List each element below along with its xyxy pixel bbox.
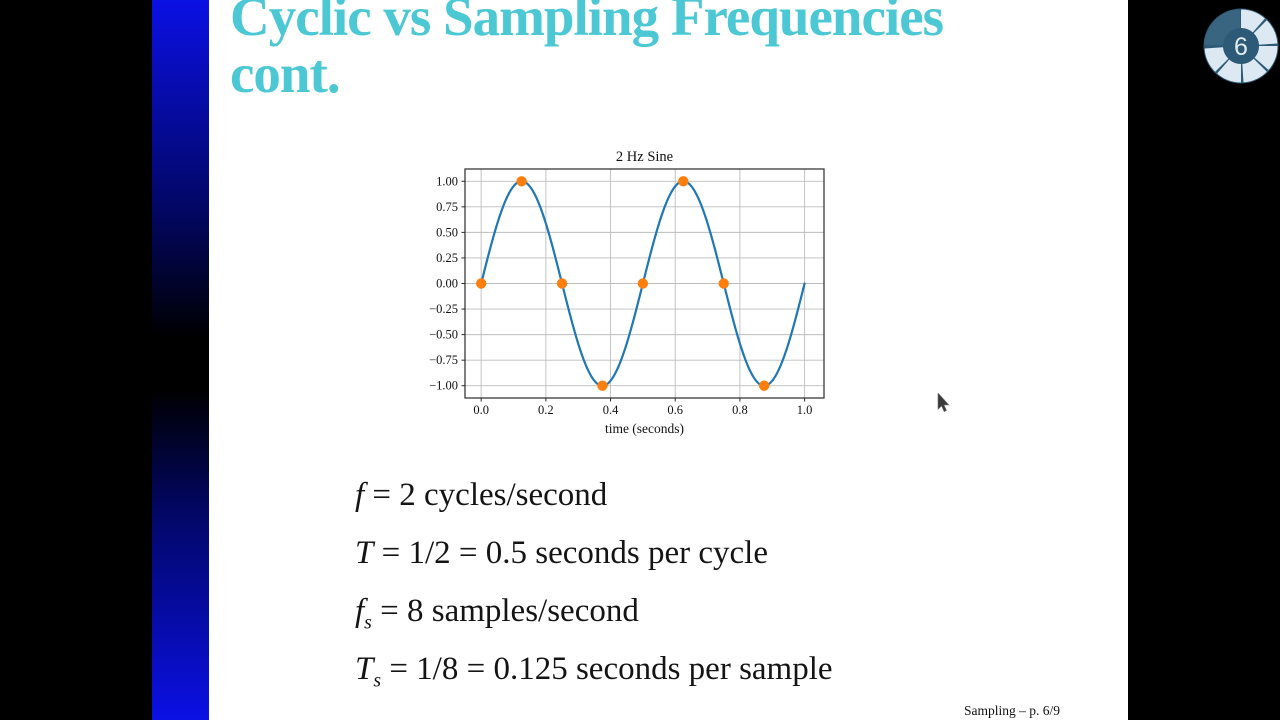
sample-point-marker xyxy=(516,176,527,187)
svg-text:time (seconds): time (seconds) xyxy=(605,421,684,436)
svg-text:0.50: 0.50 xyxy=(436,225,458,239)
svg-text:−1.00: −1.00 xyxy=(429,379,458,393)
slide-number-label: 6 xyxy=(1234,33,1248,61)
svg-text:0.6: 0.6 xyxy=(667,403,683,417)
equation-line-fs: fs = 8 samples/second xyxy=(355,588,833,646)
svg-text:0.25: 0.25 xyxy=(436,251,458,265)
equation-line-Ts: Ts = 1/8 = 0.125 seconds per sample xyxy=(355,646,833,704)
equations-block: f = 2 cycles/second T = 1/2 = 0.5 second… xyxy=(355,472,833,704)
sample-point-marker xyxy=(475,278,487,289)
svg-text:0.8: 0.8 xyxy=(732,403,748,417)
slide-title-line1: Cyclic vs Sampling Frequencies xyxy=(230,0,944,47)
mouse-cursor-icon xyxy=(937,393,950,413)
equation-subscript: s xyxy=(364,611,372,634)
sine-plot-figure: 0.0 0.2 0.4 0.6 0.8 1.0 1.00 0.75 0.50 0.25 0.00 −0… xyxy=(429,149,825,436)
sample-point-marker xyxy=(718,278,729,289)
svg-text:0.4: 0.4 xyxy=(603,403,619,417)
svg-text:1.0: 1.0 xyxy=(797,403,813,417)
sample-point-marker xyxy=(556,278,568,289)
equation-line-T: T = 1/2 = 0.5 seconds per cycle xyxy=(355,530,833,588)
equation-variable: T xyxy=(355,651,374,688)
slide-accent-gradient-bar xyxy=(152,0,209,720)
sample-point-marker xyxy=(637,278,649,289)
equation-subscript: s xyxy=(373,669,382,692)
dial-segment-wedges xyxy=(1204,9,1278,83)
equation-variable: T xyxy=(355,535,374,572)
sample-point-marker xyxy=(678,176,689,187)
equation-variable: f xyxy=(355,593,365,630)
svg-text:0.2: 0.2 xyxy=(538,403,554,417)
equation-line-f: f = 2 cycles/second xyxy=(355,472,833,530)
right-letterbox-bar xyxy=(1128,0,1280,720)
svg-text:0.0: 0.0 xyxy=(473,403,489,417)
svg-text:0.00: 0.00 xyxy=(436,277,458,291)
equation-body: = 1/8 = 0.125 seconds per sample xyxy=(381,651,833,688)
svg-text:−0.75: −0.75 xyxy=(429,353,458,367)
slide-footer-page-number: Sampling – p. 6/9 xyxy=(963,703,1060,718)
svg-text:−0.50: −0.50 xyxy=(429,328,458,342)
slide-title-line2: cont. xyxy=(230,43,341,104)
slide-title: Cyclic vs Sampling Frequencies cont. xyxy=(230,0,1060,102)
slide-progress-dial-icon: 6 xyxy=(1203,8,1279,84)
sample-point-marker xyxy=(597,380,608,391)
sample-point-marker xyxy=(758,380,770,391)
equation-body: = 8 samples/second xyxy=(371,593,639,630)
equation-variable: f xyxy=(355,477,365,513)
svg-text:−0.25: −0.25 xyxy=(429,302,458,316)
left-letterbox-bar xyxy=(0,0,152,720)
equation-body: = 1/2 = 0.5 seconds per cycle xyxy=(373,535,768,572)
slide-canvas: Cyclic vs Sampling Frequencies cont. 0.0 0… xyxy=(209,0,1128,720)
svg-text:1.00: 1.00 xyxy=(436,174,458,188)
svg-text:0.75: 0.75 xyxy=(436,200,458,214)
equation-body: = 2 cycles/second xyxy=(364,477,608,513)
svg-text:2 Hz Sine: 2 Hz Sine xyxy=(616,149,673,165)
